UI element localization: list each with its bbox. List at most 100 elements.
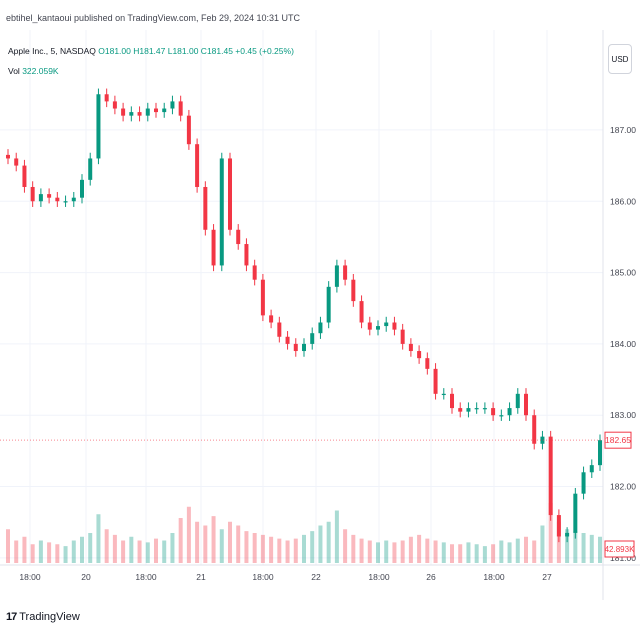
time-tick-label: 18:00 (135, 572, 157, 582)
chart-area[interactable]: 187.00 186.00 185.00 184.00 183.00 182.00 181.… (0, 30, 640, 600)
candle-body (30, 186, 35, 202)
candle-body (433, 368, 438, 394)
candle-body (392, 322, 397, 330)
candle-body (55, 197, 60, 202)
time-tick-label: 21 (196, 572, 206, 582)
candle-body (6, 154, 10, 159)
candle-body (548, 436, 553, 516)
volume-bar (162, 540, 167, 563)
last-price-label: 182.65 (605, 435, 631, 445)
volume-bar (532, 540, 537, 563)
candle-body (96, 94, 101, 159)
volume-tag (604, 540, 635, 558)
volume-bar (581, 533, 586, 563)
candle-body (441, 393, 446, 396)
candle-body (450, 393, 454, 409)
volume-bar (244, 531, 249, 563)
axis-tags: 182.65 42.893K (0, 431, 635, 558)
volume-bar (408, 536, 413, 563)
time-tick-label: 18:00 (483, 572, 505, 582)
candle-body (129, 112, 134, 116)
price-tick-label: 183.00 (610, 410, 636, 420)
candle-body (540, 436, 545, 444)
volume-bar (310, 531, 315, 563)
volume-bar (269, 536, 274, 563)
volume-bar (565, 529, 570, 563)
volume-bar (63, 546, 68, 563)
candle-body (244, 244, 249, 266)
candle-body (137, 112, 142, 116)
volume-bar (507, 542, 512, 563)
volume-label: Vol (8, 66, 20, 76)
candle-body (367, 322, 372, 330)
candles (6, 88, 602, 543)
candle-body (203, 186, 208, 230)
volume-bar (482, 546, 487, 563)
volume-bar (178, 518, 183, 563)
candle-body (466, 408, 471, 412)
candle-body (260, 279, 265, 316)
candle-body (285, 336, 290, 344)
candle-body (589, 465, 594, 473)
price-tick-label: 185.00 (610, 268, 636, 278)
volume-bar (129, 536, 134, 563)
candle-body (154, 108, 158, 113)
volume-bar (589, 534, 594, 563)
volume-bar (326, 521, 331, 563)
candle-body (499, 415, 504, 417)
time-tick-label: 18:00 (19, 572, 41, 582)
volume-bar (491, 544, 496, 563)
candle-body (80, 179, 84, 198)
volume-bar (260, 534, 265, 563)
volume-bar (458, 544, 463, 563)
volume-bar (228, 521, 232, 563)
volume-bar (450, 544, 454, 563)
candle-body (293, 343, 298, 352)
candle-body (14, 158, 19, 166)
candle-body (71, 197, 76, 202)
candle-body (515, 393, 520, 409)
candle-body (47, 194, 52, 198)
symbol-legend: Apple Inc., 5, NASDAQ O181.00 H181.47 L1… (8, 46, 294, 56)
grid-lines (0, 30, 603, 565)
candle-body (38, 194, 43, 202)
volume-bar (145, 542, 150, 563)
candle-body (121, 108, 126, 116)
price-axis[interactable]: 187.00 186.00 185.00 184.00 183.00 182.00 181.… (602, 30, 636, 600)
volume-bar (573, 531, 578, 563)
volume-bar (219, 529, 224, 563)
candle-body (556, 515, 561, 537)
candle-body (400, 329, 405, 344)
volume-bar (400, 540, 405, 563)
volume-bar (548, 503, 553, 563)
volume-bar (154, 538, 158, 563)
time-tick-label: 18:00 (252, 572, 274, 582)
candle-body (269, 315, 274, 323)
volume-bar (47, 542, 52, 563)
candle-body (565, 532, 570, 537)
time-tick-label: 20 (81, 572, 91, 582)
volume-bars (6, 503, 602, 563)
candle-body (326, 286, 331, 323)
tradingview-brand[interactable]: 17 TradingView (6, 611, 80, 623)
volume-bar (88, 533, 93, 563)
currency-button[interactable]: USD (608, 44, 632, 74)
volume-bar (293, 538, 298, 563)
price-tick-label: 187.00 (610, 125, 636, 135)
time-axis[interactable]: 18:00 20 18:00 21 18:00 22 18:00 26 18:00 27 (0, 564, 640, 582)
candle-body (359, 301, 364, 323)
candle-body (351, 279, 356, 302)
ohlc-values: O181.00 H181.47 L181.00 C181.45 +0.45 (+… (98, 46, 294, 56)
volume-bar (236, 525, 241, 563)
volume-bar (22, 536, 27, 563)
candle-body (376, 326, 380, 330)
candle-body (491, 408, 496, 416)
candle-body (384, 322, 389, 327)
candle-body (88, 158, 93, 180)
volume-bar (170, 533, 175, 563)
volume-bar (425, 538, 430, 563)
volume-bar (80, 536, 84, 563)
candle-body (170, 101, 175, 109)
tradingview-logo-icon: 17 (6, 611, 17, 623)
candle-body (573, 493, 578, 533)
